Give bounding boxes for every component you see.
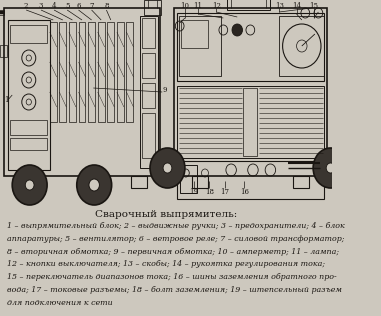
Text: 15: 15 [309,2,319,10]
Text: 6: 6 [76,2,81,10]
Circle shape [89,179,99,191]
Bar [177,161,325,199]
Bar [131,176,147,188]
Bar [144,0,162,15]
Text: 14: 14 [292,2,301,10]
Text: 3: 3 [39,2,43,10]
Bar [22,176,37,188]
Bar [279,16,325,76]
Bar [192,176,208,188]
Bar [142,83,155,108]
Bar [69,22,76,122]
Text: 16: 16 [240,188,249,196]
Bar [10,138,47,150]
Text: 12: 12 [212,2,221,10]
Bar [10,25,47,43]
Text: вода; 17 – токовые разъемы; 18 – болт заземления; 19 – штепсельный разъем: вода; 17 – токовые разъемы; 18 – болт за… [7,286,342,294]
Bar [0,45,7,57]
Bar [126,22,133,122]
Bar [88,22,95,122]
Text: 17: 17 [221,188,229,196]
Text: 1 – выпрямительный блок; 2 – выдвижные ручки; 3 – предохранители; 4 – блок: 1 – выпрямительный блок; 2 – выдвижные р… [7,222,345,230]
Circle shape [25,180,34,190]
Bar [78,22,85,122]
Text: 12 – кнопки выключателя; 13 – скобы; 14 – рукоятка регулирования тока;: 12 – кнопки выключателя; 13 – скобы; 14 … [7,260,325,268]
Circle shape [150,148,185,188]
Bar [179,16,221,76]
Bar [180,165,197,193]
Bar [139,16,158,168]
Bar [142,53,155,78]
Bar [293,176,309,188]
Bar [98,22,105,122]
Bar [142,113,155,158]
Bar [227,0,271,10]
Bar [142,18,155,48]
Bar [174,8,327,176]
Text: для подключения к сети: для подключения к сети [7,299,113,307]
Bar [8,20,50,170]
Circle shape [326,163,335,173]
Text: 7: 7 [89,2,94,10]
Text: 5: 5 [65,2,69,10]
Text: 19: 19 [189,188,198,196]
Bar [107,22,114,122]
Text: 9: 9 [163,86,167,94]
Text: 13: 13 [275,2,283,10]
Text: 2: 2 [24,2,29,10]
Bar [0,10,4,15]
Text: 10: 10 [181,2,189,10]
Bar [177,13,325,81]
Circle shape [163,163,172,173]
Bar [4,8,160,176]
Bar [177,86,325,158]
Bar [50,22,57,122]
Bar [59,22,66,122]
Circle shape [77,165,112,205]
Circle shape [12,165,47,205]
Text: 11: 11 [194,2,202,10]
Bar [181,20,208,48]
Text: 15 – переключатель диапазонов тока; 16 – шины заземления обратного про-: 15 – переключатель диапазонов тока; 16 –… [7,273,336,281]
Bar [243,88,257,156]
Text: 8: 8 [104,2,109,10]
Text: аппаратуры; 5 – вентилятор; 6 – ветровое реле; 7 – силовой трансформатор;: аппаратуры; 5 – вентилятор; 6 – ветровое… [7,235,344,243]
Bar [10,120,47,135]
Text: Сварочный выпрямитель:: Сварочный выпрямитель: [94,210,237,219]
Circle shape [313,148,348,188]
Bar [117,22,124,122]
Circle shape [232,24,242,36]
Text: 4: 4 [52,2,56,10]
Text: 1: 1 [4,96,9,104]
Text: 8 – вторичная обмотка; 9 – первичная обмотка; 10 – амперметр; 11 – лампа;: 8 – вторичная обмотка; 9 – первичная обм… [7,248,339,256]
Text: 18: 18 [205,188,214,196]
